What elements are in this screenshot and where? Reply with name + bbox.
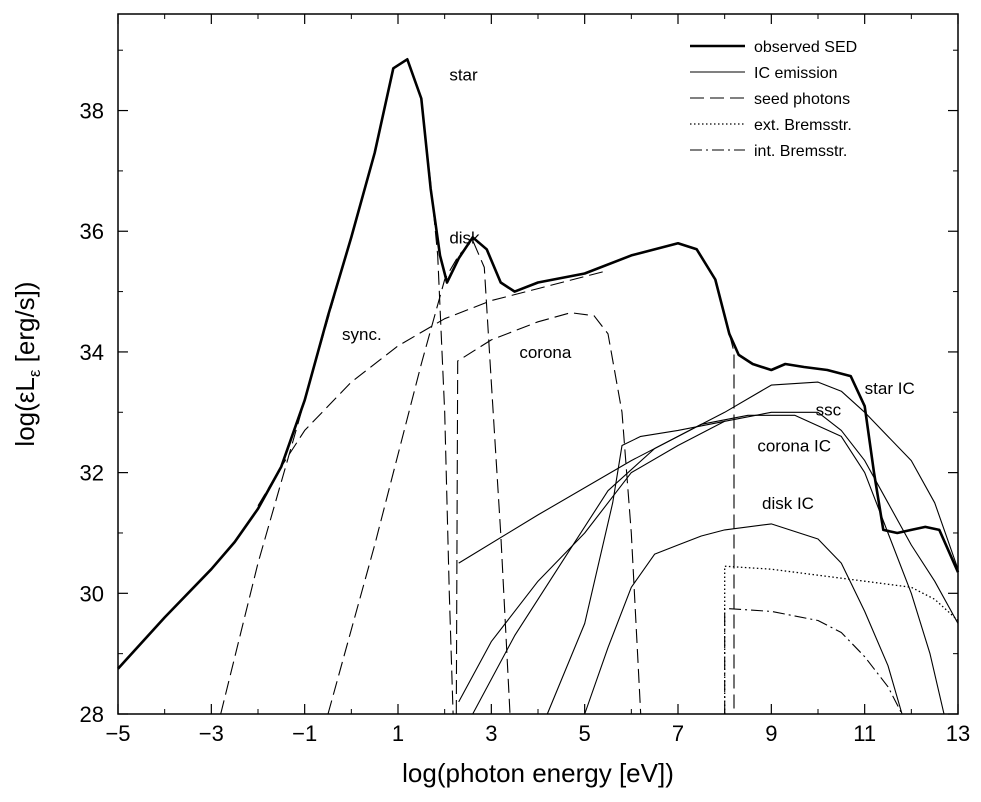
legend: observed SED IC emission seed photons ext. … bbox=[690, 39, 857, 160]
y-axis-title-main: log(εL bbox=[10, 377, 40, 446]
x-tick-label: 1 bbox=[392, 721, 404, 746]
series-ssc bbox=[458, 411, 959, 703]
y-tick-label: 28 bbox=[80, 702, 104, 727]
x-axis-title: log(photon energy [eV]) bbox=[402, 758, 674, 788]
series-corona bbox=[455, 312, 642, 715]
annotation-star: star bbox=[449, 65, 478, 84]
x-tick-label: −1 bbox=[292, 721, 317, 746]
series-star-ic bbox=[458, 381, 959, 570]
x-tick-label: 13 bbox=[946, 721, 970, 746]
x-tick-label: −3 bbox=[199, 721, 224, 746]
annotation-ssc: ssc bbox=[816, 400, 842, 419]
x-tick-label: 7 bbox=[672, 721, 684, 746]
y-axis-title: log(εLε [erg/s]) bbox=[10, 281, 44, 446]
series-group bbox=[117, 58, 960, 715]
y-tick-label: 38 bbox=[80, 99, 104, 124]
y-tick-label: 34 bbox=[80, 340, 104, 365]
legend-label: seed photons bbox=[754, 91, 850, 108]
legend-label: ext. Bremsstr. bbox=[754, 117, 852, 134]
series-disk-ic bbox=[584, 523, 903, 715]
legend-label: observed SED bbox=[754, 39, 857, 56]
annotation-disk-ic: disk IC bbox=[762, 494, 814, 513]
y-tick-label: 36 bbox=[80, 219, 104, 244]
series-star-seed-tail bbox=[724, 315, 735, 714]
series-int-bremsstr bbox=[724, 607, 903, 715]
series-ic-upturn bbox=[546, 420, 725, 715]
legend-label: int. Bremsstr. bbox=[754, 143, 847, 160]
annotation-corona-ic: corona IC bbox=[757, 437, 831, 456]
x-tick-label: 5 bbox=[579, 721, 591, 746]
annotation-star-ic: star IC bbox=[865, 379, 915, 398]
x-tick-label: 3 bbox=[485, 721, 497, 746]
series-sync bbox=[257, 269, 609, 507]
annotation-sync: sync. bbox=[342, 325, 382, 344]
x-tick-label: 9 bbox=[765, 721, 777, 746]
annotations: star disk sync. corona star IC ssc corona IC di… bbox=[342, 65, 915, 512]
y-axis-title-sub: ε bbox=[25, 369, 44, 377]
y-tick-label: 30 bbox=[80, 581, 104, 606]
y-axis-title-tail: [erg/s]) bbox=[10, 281, 40, 369]
series-corona-ic bbox=[472, 414, 945, 715]
series-observed-sed bbox=[117, 58, 960, 670]
annotation-disk: disk bbox=[449, 228, 480, 247]
series-star bbox=[220, 58, 454, 715]
series-disk bbox=[327, 239, 511, 715]
annotation-corona: corona bbox=[519, 343, 572, 362]
y-tick-label: 32 bbox=[80, 461, 104, 486]
x-tick-label: 11 bbox=[853, 721, 876, 746]
legend-label: IC emission bbox=[754, 65, 838, 82]
x-tick-label: −5 bbox=[105, 721, 130, 746]
series-ext-bremsstr bbox=[724, 565, 959, 714]
